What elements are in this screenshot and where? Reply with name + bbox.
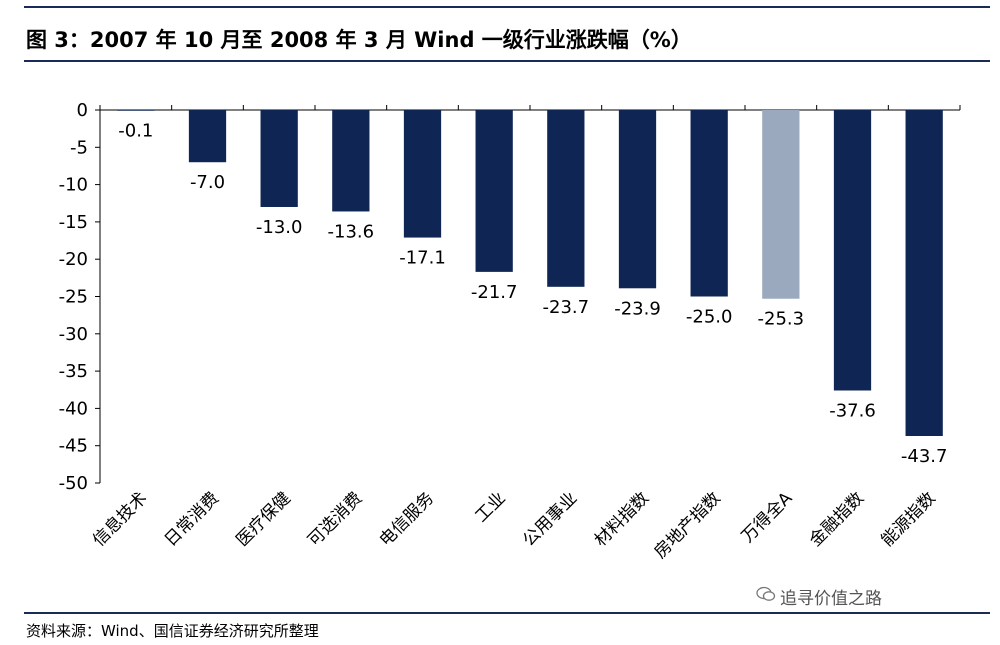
bottom-rule <box>24 612 990 614</box>
chart-title: 图 3：2007 年 10 月至 2008 年 3 月 Wind 一级行业涨跌幅… <box>26 28 692 52</box>
category-label: 可选消费 <box>304 488 366 550</box>
y-tick-label: -20 <box>59 249 88 270</box>
data-label: -25.3 <box>758 309 805 330</box>
data-label: -43.7 <box>901 446 948 467</box>
data-label: -7.0 <box>190 172 225 193</box>
data-label: -23.7 <box>543 297 590 318</box>
category-label: 电信服务 <box>376 488 438 550</box>
y-tick-label: -5 <box>70 137 88 158</box>
y-tick-label: -15 <box>59 212 88 233</box>
bar <box>475 110 513 272</box>
data-label: -13.0 <box>256 217 303 238</box>
bar <box>690 110 728 297</box>
top-rule <box>24 6 990 8</box>
category-label: 材料指数 <box>591 488 653 550</box>
y-tick-label: 0 <box>77 100 88 121</box>
y-tick-label: -35 <box>59 361 88 382</box>
data-label: -37.6 <box>829 400 876 421</box>
category-label: 金融指数 <box>806 488 868 550</box>
category-label: 公用事业 <box>519 488 581 550</box>
category-label: 日常消费 <box>161 488 223 550</box>
category-label: 信息技术 <box>89 488 151 550</box>
source-note: 资料来源：Wind、国信证券经济研究所整理 <box>26 622 319 640</box>
bar <box>618 110 657 289</box>
bar <box>260 110 298 207</box>
bar <box>833 110 872 391</box>
bar <box>332 110 370 212</box>
bar <box>547 110 585 287</box>
category-label: 房地产指数 <box>650 488 724 562</box>
y-tick-label: -10 <box>59 175 88 196</box>
wechat-icon <box>756 586 776 601</box>
category-label: 医疗保健 <box>232 488 294 550</box>
data-label: -0.1 <box>118 121 153 142</box>
y-tick-label: -50 <box>59 473 88 494</box>
y-tick-label: -40 <box>59 398 88 419</box>
data-label: -25.0 <box>686 307 733 328</box>
bar <box>188 110 227 163</box>
data-label: -21.7 <box>471 282 518 303</box>
category-label: 能源指数 <box>877 488 939 550</box>
data-label: -17.1 <box>399 248 446 269</box>
bar <box>905 110 943 437</box>
y-tick-label: -45 <box>59 436 88 457</box>
y-tick-label: -25 <box>59 287 88 308</box>
watermark: 追寻价值之路 <box>780 589 882 609</box>
bar <box>762 110 800 299</box>
y-tick-label: -30 <box>59 324 88 345</box>
category-label: 工业 <box>472 488 510 526</box>
bar <box>403 110 442 238</box>
bar <box>117 110 155 111</box>
title-rule <box>24 60 990 62</box>
data-label: -23.9 <box>614 298 661 319</box>
bar-chart: 0 -5 -10 -15 -20 -25 -30 -35 -40 -45 -50 -0.1 信息技术 -7… <box>59 100 961 563</box>
data-label: -13.6 <box>328 221 375 242</box>
category-label: 万得全A <box>738 488 797 547</box>
